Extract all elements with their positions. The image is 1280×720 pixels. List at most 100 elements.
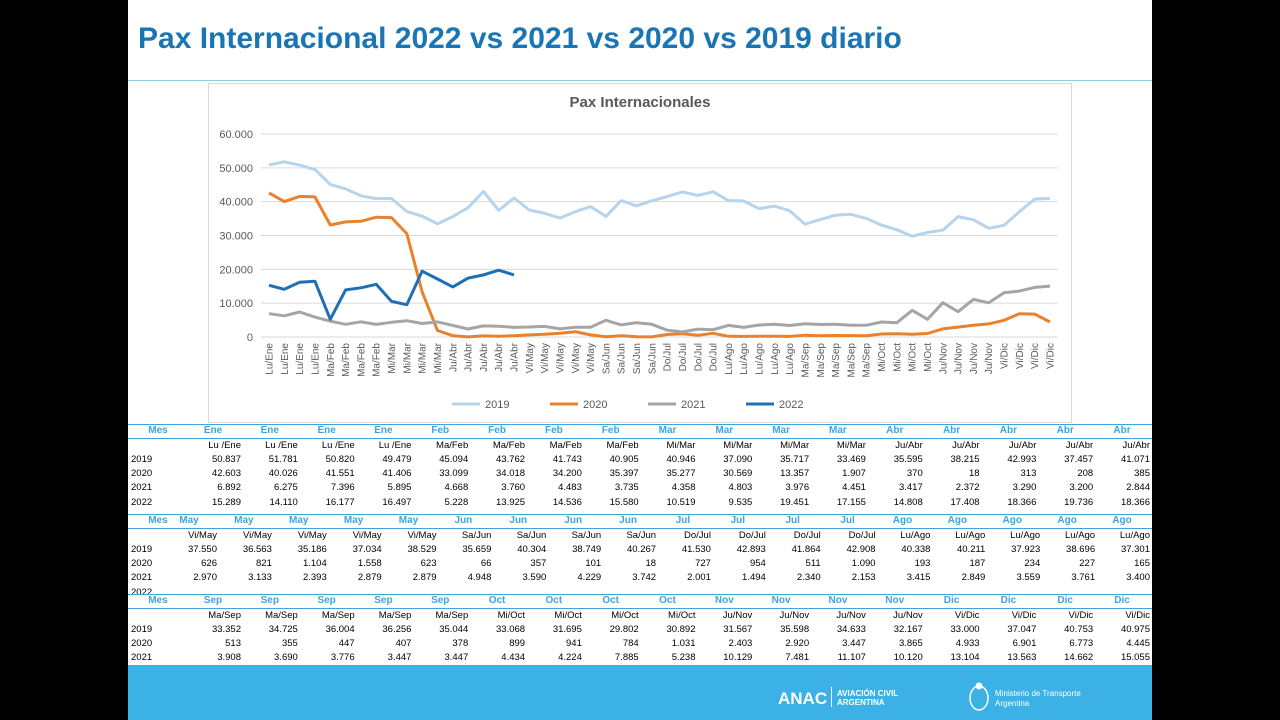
month-header: Abr [886,425,904,436]
cell: 1.090 [851,558,876,570]
year-label: 2019 [131,544,153,555]
cell: 33.068 [496,624,526,635]
month-header: Sep [374,595,393,606]
cell: 3.976 [785,482,810,494]
cell: 2.340 [796,572,821,584]
x-tick-label: Do/Jul [693,343,704,371]
cell: 35.659 [462,544,492,555]
day-label: Do/Jul [848,530,876,541]
cell: 2.844 [1126,482,1150,494]
cell: 821 [256,558,272,570]
day-label: Ju/Nov [836,610,866,621]
day-label: Do/Jul [738,530,766,541]
cell: 4.483 [558,482,582,494]
header-rule [128,594,1152,595]
y-tick-label: 30.000 [219,231,253,243]
x-tick-label: Vi/Dic [1015,343,1026,369]
month-header: Ene [374,425,393,436]
cell: 1.494 [742,572,766,584]
month-header: Dic [1114,595,1130,606]
x-tick-label: Ju/Nov [938,343,949,374]
cell: 4.358 [671,482,696,494]
x-tick-label: Sa/Jun [601,343,612,374]
cell: 3.290 [1012,482,1037,494]
cell: 3.447 [444,652,469,664]
cell: 37.550 [187,544,217,555]
cell: 511 [805,558,821,570]
x-tick-label: Vi/Dic [1046,343,1057,369]
month-header: Jun [619,515,637,526]
cell: 234 [1024,558,1041,570]
day-label: Ma/Sep [265,610,298,621]
cell: 41.551 [325,468,355,480]
day-label: Lu/Ago [1119,530,1150,541]
cell: 357 [530,558,547,570]
footer: ANAC AVIACIÓN CIVIL ARGENTINA Ministerio… [128,665,1152,720]
month-header: Nov [828,595,848,606]
x-tick-label: Ju/Abr [510,342,521,372]
legend-label: 2021 [681,399,705,411]
cell: 19.736 [1064,496,1094,508]
month-header: Jul [785,515,800,526]
divider [831,687,832,707]
y-tick-label: 50.000 [219,163,253,175]
month-header: Feb [601,425,620,436]
month-header: Ago [1112,515,1132,526]
cell: 36.004 [325,624,355,635]
year-label: 2021 [131,652,153,664]
cell: 15.055 [1120,652,1150,664]
cell: 1.031 [671,638,696,650]
cell: 50.820 [325,454,355,465]
x-tick-label: Ma/Sep [800,343,811,378]
x-tick-label: Mi/Oct [877,343,888,372]
x-tick-label: Ma/Sep [831,343,842,378]
x-tick-label: Do/Jul [709,343,720,371]
cell: 37.923 [1011,544,1041,555]
x-tick-label: Mi/Mar [418,342,429,373]
cell: 31.695 [552,624,582,635]
day-label: Mi/Mar [780,440,810,451]
day-label: Vi/May [188,530,217,541]
cell: 10.519 [666,496,696,508]
day-label: Ma/Feb [492,440,526,451]
cell: 4.229 [577,572,602,584]
x-tick-label: Mi/Mar [433,342,444,373]
cell: 513 [225,638,241,650]
cell: 15.580 [609,496,639,508]
year-label: 2021 [131,482,153,494]
cell: 33.000 [950,624,980,635]
brand: ANAC [778,689,828,708]
day-label: Mi/Oct [497,610,526,621]
month-header: Ago [892,515,913,526]
cell: 3.447 [842,638,866,650]
cell: 14.536 [552,496,582,508]
day-label: Ju/Abr [1008,440,1037,451]
month-header: Dic [1000,595,1017,606]
x-tick-label: Lu/Ago [739,343,750,375]
cell: 34.018 [496,468,526,480]
series-line [268,284,1051,334]
day-label: Ma/Sep [378,610,412,621]
x-tick-label: Lu/Ago [724,343,735,375]
day-label: Do/Jul [684,530,711,541]
month-header: Ago [1002,515,1022,526]
y-tick-label: 40.000 [219,197,253,209]
month-header: Ene [260,425,279,436]
slide-title: Pax Internacional 2022 vs 2021 vs 2020 v… [138,22,902,55]
x-tick-label: Ju/Abr [464,342,475,372]
cell: 3.447 [387,652,412,664]
cell: 313 [1020,468,1037,480]
cell: 35.595 [893,454,923,465]
cell: 34.633 [836,624,866,635]
x-tick-label: Ju/Nov [969,343,980,374]
cell: 3.690 [274,652,298,664]
y-tick-label: 0 [247,332,253,344]
cell: 3.735 [614,482,639,494]
cell: 3.400 [1126,572,1150,584]
cell: 42.603 [211,468,241,480]
header-rule [128,424,1152,425]
cell: 37.034 [352,544,382,555]
month-header: Dic [1057,595,1073,606]
cell: 42.993 [1007,454,1037,465]
day-label: Lu /Ene [378,440,412,451]
